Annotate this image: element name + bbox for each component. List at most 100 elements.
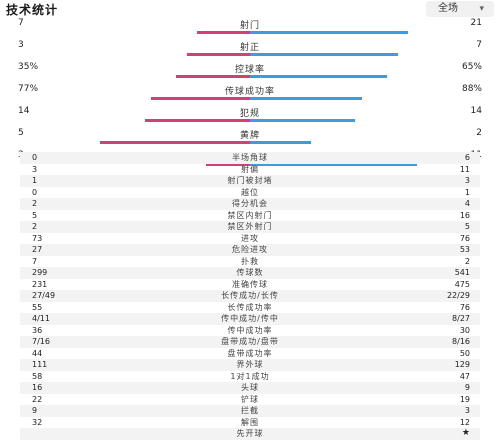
stat-label: 射偏 <box>241 164 259 174</box>
away-value: 129 <box>454 360 470 369</box>
home-value: 36 <box>32 325 43 335</box>
home-bar <box>197 31 250 34</box>
away-bar <box>250 97 362 100</box>
stat-label: 头球 <box>241 383 259 392</box>
stat-label: 黄牌 <box>239 131 260 141</box>
away-value: 1 <box>464 187 470 197</box>
home-bar <box>100 141 250 144</box>
bar-stat-row: 77% 传球成功率 88% <box>0 81 500 103</box>
away-value: 2 <box>476 128 482 138</box>
home-value: 5 <box>32 210 38 220</box>
home-bar <box>151 97 250 100</box>
stat-label: 1对1成功 <box>230 371 270 381</box>
stat-label: 扑救 <box>241 256 259 266</box>
home-value: 22 <box>32 394 43 404</box>
away-value: 21 <box>470 18 482 28</box>
stat-label: 解围 <box>241 417 259 427</box>
table-row: 111 界外球 129 <box>20 359 480 371</box>
home-value: 27/49 <box>32 291 56 300</box>
table-row: 58 1对1成功 47 <box>20 371 480 383</box>
home-value: 1 <box>32 176 38 185</box>
away-value: 65% <box>461 62 482 72</box>
table-row: 55 长传成功率 76 <box>20 302 480 314</box>
home-value: 9 <box>32 406 38 415</box>
home-value: 7 <box>32 256 38 266</box>
table-row: 299 传球数 541 <box>20 267 480 279</box>
home-value: 35% <box>18 62 39 72</box>
home-value: 111 <box>32 360 48 369</box>
home-value: 0 <box>32 153 38 162</box>
stat-label: 半场角球 <box>232 153 268 162</box>
away-value: 2 <box>464 256 470 266</box>
table-row: 44 盘带成功率 50 <box>20 348 480 360</box>
away-value: 76 <box>459 233 470 243</box>
stat-label: 界外球 <box>236 360 264 369</box>
table-row: 2 禁区外射门 5 <box>20 221 480 233</box>
away-value: 7 <box>476 40 482 50</box>
home-value: 7/16 <box>32 337 50 346</box>
stat-label: 控球率 <box>234 65 265 75</box>
table-row: 4/11 传中成功/传中 8/27 <box>20 313 480 325</box>
bar-stat-row: 5 黄牌 2 <box>0 125 500 147</box>
table-row: 7/16 盘带成功/盘带 8/16 <box>20 336 480 348</box>
away-value: 16 <box>459 210 470 220</box>
table-row: 9 拦截 3 <box>20 405 480 417</box>
away-value: 53 <box>459 245 470 254</box>
bar-stat-row: 3 射正 7 <box>0 37 500 59</box>
stat-label: 危险进攻 <box>232 245 268 254</box>
home-value: 4/11 <box>32 314 50 323</box>
away-value: 8/27 <box>452 314 470 323</box>
home-value: 16 <box>32 383 43 392</box>
table-row: 32 解围 12 <box>20 417 480 429</box>
home-value: 32 <box>32 417 43 427</box>
away-value: 76 <box>459 302 470 312</box>
bar-stat-row: 7 射门 21 <box>0 15 500 37</box>
table-row: 0 越位 1 <box>20 187 480 199</box>
table-row: 16 头球 9 <box>20 382 480 394</box>
table-row: 231 准确传球 475 <box>20 279 480 291</box>
away-value: 19 <box>459 394 470 404</box>
away-value: 475 <box>454 279 470 289</box>
away-value: 8/16 <box>452 337 470 346</box>
chevron-down-icon: ▾ <box>479 4 484 14</box>
away-value: 12 <box>459 417 470 427</box>
table-row: 22 铲球 19 <box>20 394 480 406</box>
stat-label: 传球数 <box>236 268 264 277</box>
away-value: 3 <box>464 176 470 185</box>
home-value: 3 <box>18 40 24 50</box>
away-value: 22/29 <box>446 291 470 300</box>
page-title: 技术统计 <box>6 3 59 17</box>
table-row: 2 得分机会 4 <box>20 198 480 210</box>
table-row: 27 危险进攻 53 <box>20 244 480 256</box>
stats-header: 技术统计 全场 ▾ <box>0 0 500 18</box>
away-bar <box>250 119 355 122</box>
stat-label: 禁区内射门 <box>227 210 273 220</box>
stat-label: 射正 <box>239 43 260 53</box>
away-value: 11 <box>459 164 470 174</box>
stat-label: 传中成功/传中 <box>221 314 279 323</box>
home-value: 27 <box>32 245 43 254</box>
stat-label: 得分机会 <box>232 199 268 208</box>
table-row: 36 传中成功率 30 <box>20 325 480 337</box>
home-value: 14 <box>18 106 30 116</box>
stat-label: 进攻 <box>241 233 259 243</box>
bar-stats-list: 7 射门 21 3 射正 7 35% 控球率 65% 77% 传球成功率 88% 14 犯规 14 5 黄牌 2 3… <box>0 15 500 169</box>
home-value: 231 <box>32 279 48 289</box>
home-value: 299 <box>32 268 48 277</box>
home-value: 2 <box>32 199 38 208</box>
away-value: 5 <box>464 222 470 231</box>
stat-label: 传球成功率 <box>224 87 275 97</box>
away-value: 6 <box>464 153 470 162</box>
stat-label: 长传成功/长传 <box>221 291 279 300</box>
home-bar <box>187 53 250 56</box>
home-value: 2 <box>32 222 38 231</box>
table-row: 3 射偏 11 <box>20 164 480 176</box>
table-row: 73 进攻 76 <box>20 233 480 245</box>
home-value: 0 <box>32 187 38 197</box>
table-row: 27/49 长传成功/长传 22/29 <box>20 290 480 302</box>
match-scope-select[interactable]: 全场 ▾ <box>426 1 494 17</box>
table-row: 0 半场角球 6 <box>20 152 480 164</box>
away-value: 9 <box>464 383 470 392</box>
home-value: 58 <box>32 371 43 381</box>
away-value: 30 <box>459 325 470 335</box>
